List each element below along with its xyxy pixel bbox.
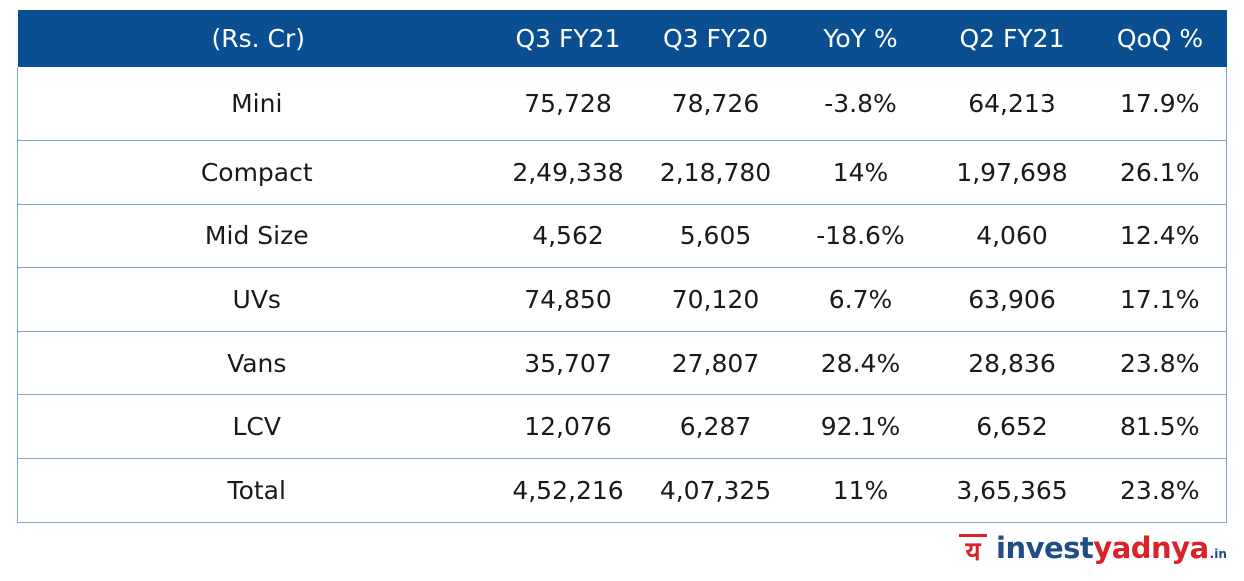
logo-tld-text: .in	[1209, 547, 1227, 561]
logo-mark-icon: य	[959, 534, 987, 565]
cell-q2-fy21: 6,652	[930, 394, 1094, 459]
table-row: Mid Size 4,562 5,605 -18.6% 4,060 12.4%	[17, 204, 1227, 269]
cell-q3-fy20: 2,18,780	[640, 140, 791, 205]
header-qoq: QoQ %	[1093, 10, 1227, 67]
cell-q3-fy21: 4,562	[495, 204, 641, 269]
cell-yoy: 92.1%	[790, 394, 931, 459]
cell-yoy: 6.7%	[790, 267, 931, 332]
table-header-row: (Rs. Cr) Q3 FY21 Q3 FY20 YoY % Q2 FY21 Q…	[17, 10, 1227, 67]
cell-yoy: -3.8%	[790, 66, 931, 141]
table-row: LCV 12,076 6,287 92.1% 6,652 81.5%	[17, 394, 1227, 459]
sales-table: (Rs. Cr) Q3 FY21 Q3 FY20 YoY % Q2 FY21 Q…	[17, 10, 1227, 523]
cell-qoq: 17.9%	[1093, 66, 1227, 141]
cell-qoq: 23.8%	[1093, 458, 1227, 523]
table-row: Vans 35,707 27,807 28.4% 28,836 23.8%	[17, 331, 1227, 396]
cell-yoy: 11%	[790, 458, 931, 523]
row-label: Total	[17, 458, 496, 523]
cell-q3-fy21: 12,076	[495, 394, 641, 459]
header-q3-fy20: Q3 FY20	[640, 10, 791, 67]
logo-invest-text: invest	[996, 530, 1094, 565]
cell-q3-fy20: 70,120	[640, 267, 791, 332]
cell-q3-fy21: 4,52,216	[495, 458, 641, 523]
cell-q2-fy21: 3,65,365	[930, 458, 1094, 523]
cell-qoq: 26.1%	[1093, 140, 1227, 205]
header-q2-fy21: Q2 FY21	[930, 10, 1094, 67]
header-q3-fy21: Q3 FY21	[495, 10, 641, 67]
table-row: Compact 2,49,338 2,18,780 14% 1,97,698 2…	[17, 140, 1227, 205]
table-row: Mini 75,728 78,726 -3.8% 64,213 17.9%	[17, 66, 1227, 141]
logo-mark-glyph: य	[964, 537, 981, 565]
cell-q3-fy21: 75,728	[495, 66, 641, 141]
cell-q2-fy21: 63,906	[930, 267, 1094, 332]
investyadnya-logo: य investyadnya .in	[958, 528, 1227, 568]
cell-q3-fy20: 6,287	[640, 394, 791, 459]
logo-yadnya-text: yadnya	[1093, 530, 1209, 565]
cell-yoy: 28.4%	[790, 331, 931, 396]
cell-qoq: 81.5%	[1093, 394, 1227, 459]
cell-qoq: 23.8%	[1093, 331, 1227, 396]
cell-q3-fy20: 78,726	[640, 66, 791, 141]
cell-q3-fy21: 74,850	[495, 267, 641, 332]
table-row-total: Total 4,52,216 4,07,325 11% 3,65,365 23.…	[17, 458, 1227, 523]
header-yoy: YoY %	[790, 10, 931, 67]
cell-q3-fy21: 35,707	[495, 331, 641, 396]
row-label: UVs	[17, 267, 496, 332]
cell-q2-fy21: 1,97,698	[930, 140, 1094, 205]
header-unit: (Rs. Cr)	[17, 10, 496, 67]
cell-yoy: 14%	[790, 140, 931, 205]
cell-q3-fy20: 5,605	[640, 204, 791, 269]
cell-q3-fy20: 4,07,325	[640, 458, 791, 523]
cell-q2-fy21: 64,213	[930, 66, 1094, 141]
row-label: Compact	[17, 140, 496, 205]
table-row: UVs 74,850 70,120 6.7% 63,906 17.1%	[17, 267, 1227, 332]
cell-q3-fy21: 2,49,338	[495, 140, 641, 205]
row-label: Mini	[17, 66, 496, 141]
cell-qoq: 12.4%	[1093, 204, 1227, 269]
cell-q2-fy21: 28,836	[930, 331, 1094, 396]
cell-q3-fy20: 27,807	[640, 331, 791, 396]
row-label: Mid Size	[17, 204, 496, 269]
cell-yoy: -18.6%	[790, 204, 931, 269]
cell-q2-fy21: 4,060	[930, 204, 1094, 269]
cell-qoq: 17.1%	[1093, 267, 1227, 332]
logo-wordmark: investyadnya	[996, 530, 1209, 565]
row-label: LCV	[17, 394, 496, 459]
row-label: Vans	[17, 331, 496, 396]
